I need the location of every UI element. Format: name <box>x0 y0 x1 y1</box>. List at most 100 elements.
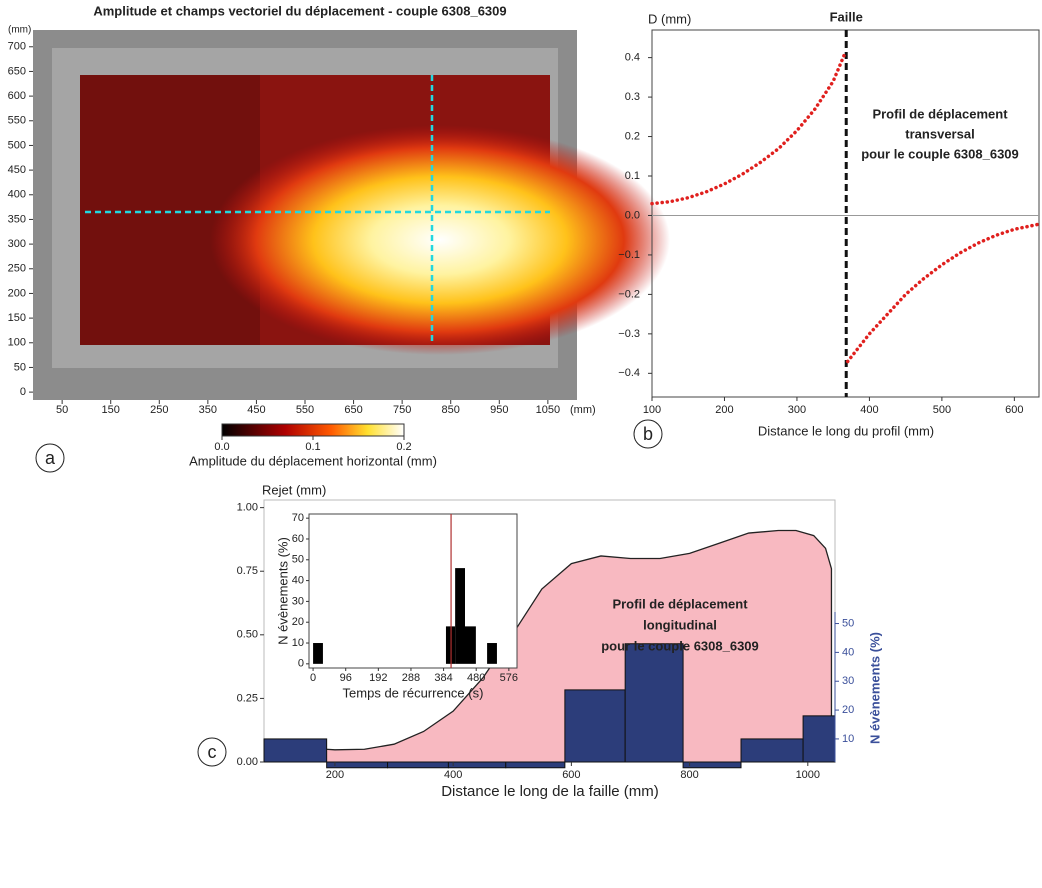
y-tick-label: 40 <box>842 646 854 658</box>
bar <box>263 738 328 763</box>
x-tick-label: 400 <box>444 769 462 781</box>
x-tick-label: 480 <box>467 672 485 684</box>
annotation: Profil de déplacement <box>612 596 748 611</box>
x-tick-label: 200 <box>715 404 733 416</box>
bar <box>802 715 836 763</box>
bar <box>682 761 742 769</box>
annotation: longitudinal <box>643 617 717 632</box>
y-tick-label: 70 <box>292 512 304 524</box>
panel-label: b <box>643 424 653 444</box>
x-tick-label: 400 <box>860 404 878 416</box>
y-axis-label: N évènements (%) <box>275 537 290 645</box>
y-axis-label: Rejet (mm) <box>262 482 326 497</box>
y-tick-label: 50 <box>292 554 304 566</box>
panel-label: c <box>208 742 217 762</box>
x-tick-label: 600 <box>562 769 580 781</box>
bar <box>624 643 684 763</box>
x-tick-label: 850 <box>442 404 460 416</box>
x-tick-label: 650 <box>344 404 362 416</box>
annotation: pour le couple 6308_6309 <box>861 146 1019 161</box>
y-tick-label: 400 <box>8 189 26 201</box>
panel-label-circle <box>35 443 65 473</box>
y-tick-label: 0.50 <box>237 629 258 641</box>
y-tick-label: 200 <box>8 287 26 299</box>
panel-label: a <box>45 448 56 468</box>
y-tick-label: 20 <box>292 616 304 628</box>
y-tick-label: 50 <box>14 361 26 373</box>
x-tick-label: 300 <box>788 404 806 416</box>
y-tick-label: 30 <box>292 595 304 607</box>
y-tick-label: 100 <box>8 337 26 349</box>
profile-line <box>650 51 847 206</box>
area-outline <box>326 529 833 762</box>
y-tick-label: 0.4 <box>625 52 640 64</box>
panel-label-circle <box>197 737 227 767</box>
y-unit: (mm) <box>8 25 31 36</box>
x-tick-label: 550 <box>296 404 314 416</box>
colorbar-tick-label: 0.2 <box>396 441 411 453</box>
x-tick-label: 1000 <box>796 769 820 781</box>
x-tick-label: 450 <box>247 404 265 416</box>
bar <box>313 643 323 664</box>
panel-label-circle <box>633 419 663 449</box>
colorbar-tick-label: 0.0 <box>214 441 229 453</box>
y-tick-label: 600 <box>8 90 26 102</box>
y-tick-label: −0.3 <box>618 328 640 340</box>
x-tick-label: 150 <box>102 404 120 416</box>
area <box>326 530 832 762</box>
y-tick-label: 60 <box>292 533 304 545</box>
y-tick-label: 300 <box>8 238 26 250</box>
x-tick-label: 950 <box>490 404 508 416</box>
y-tick-label: −0.4 <box>618 367 640 379</box>
x-tick-label: 0 <box>310 672 316 684</box>
x-tick-label: 50 <box>56 404 68 416</box>
x-tick-label: 350 <box>199 404 217 416</box>
x-axis-label: Distance le long du profil (mm) <box>758 423 934 438</box>
y-axis-label: D (mm) <box>648 11 691 26</box>
x-tick-label: 200 <box>326 769 344 781</box>
y-tick-label: 500 <box>8 139 26 151</box>
x-unit: (mm) <box>570 404 596 416</box>
y2-axis-label: N évènements (%) <box>867 632 882 744</box>
y-tick-label: 250 <box>8 263 26 275</box>
x-tick-label: 384 <box>434 672 452 684</box>
annotation: pour le couple 6308_6309 <box>601 638 759 653</box>
colorbar-tick-label: 0.1 <box>305 441 320 453</box>
y-tick-label: 0.3 <box>625 91 640 103</box>
bar <box>455 568 465 664</box>
y-tick-label: 10 <box>292 637 304 649</box>
bar <box>326 761 389 769</box>
bar <box>564 689 626 763</box>
x-tick-label: 750 <box>393 404 411 416</box>
x-tick-label: 192 <box>369 672 387 684</box>
chart-title: Amplitude et champs vectoriel du déplace… <box>93 3 506 18</box>
y-tick-label: 0.75 <box>237 565 258 577</box>
x-axis-label: Temps de récurrence (s) <box>343 685 484 700</box>
y-tick-label: 20 <box>842 704 854 716</box>
x-tick-label: 250 <box>150 404 168 416</box>
y-tick-label: 30 <box>842 675 854 687</box>
y-tick-label: 0.2 <box>625 130 640 142</box>
bar <box>505 761 566 769</box>
annotation: Profil de déplacement <box>872 106 1008 121</box>
y-tick-label: 350 <box>8 213 26 225</box>
y-tick-label: 50 <box>842 617 854 629</box>
y-tick-label: 0 <box>298 658 304 670</box>
colorbar <box>221 423 405 437</box>
bar <box>740 738 804 763</box>
x-tick-label: 1050 <box>536 404 560 416</box>
y-tick-label: 0.25 <box>237 692 258 704</box>
bar <box>465 626 476 664</box>
x-tick-label: 800 <box>680 769 698 781</box>
y-tick-label: −0.2 <box>618 288 640 300</box>
y-tick-label: 650 <box>8 65 26 77</box>
annotation: transversal <box>905 126 974 141</box>
y-tick-label: −0.1 <box>618 249 640 261</box>
heatmap-hot <box>210 125 670 355</box>
y-tick-label: 1.00 <box>237 502 258 514</box>
profile-line <box>845 222 1041 364</box>
inset-frame <box>308 513 518 669</box>
x-tick-label: 96 <box>340 672 352 684</box>
y-tick-label: 0 <box>20 386 26 398</box>
